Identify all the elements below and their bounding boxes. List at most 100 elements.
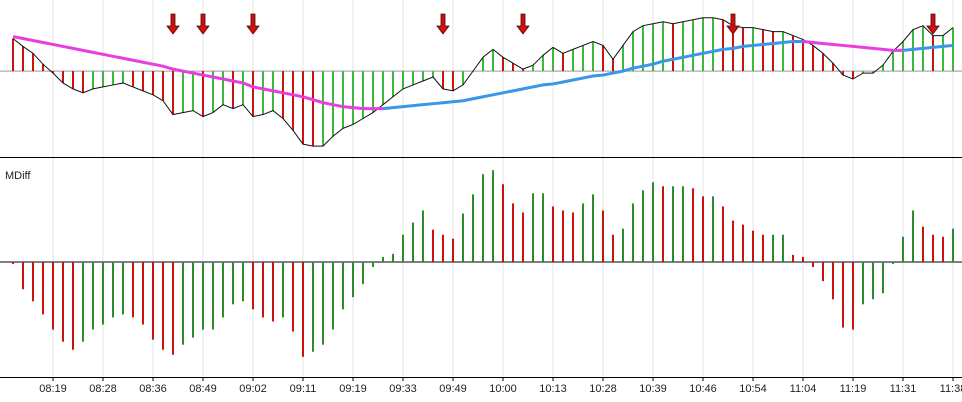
bar [662,21,664,72]
x-tick-label: 11:04 [790,383,817,395]
bar [42,64,44,72]
bar [322,261,324,345]
bar [242,261,244,302]
bar [392,71,394,97]
signal-arrow [926,13,940,35]
bar [172,71,174,115]
bar [12,38,14,72]
bar [172,261,174,355]
moving-average-line [902,43,954,52]
x-tick-label: 11:19 [840,383,867,395]
bar [752,230,754,262]
bar [482,57,484,72]
bar [112,261,114,318]
bar [462,71,464,85]
bar [832,261,834,300]
bar [752,27,754,72]
bar [902,41,904,72]
bar [582,45,584,72]
x-tick-label: 08:19 [39,383,67,395]
moving-average-line [12,35,383,111]
bar [132,71,134,87]
bar [852,71,854,80]
x-tick-label: 10:46 [689,383,717,395]
bar [882,261,884,294]
bar [562,53,564,72]
moving-average-line [382,39,803,111]
bar [12,261,14,264]
bar [572,49,574,72]
bar [672,186,674,262]
bar [122,71,124,83]
bar [892,261,894,264]
bar [22,46,24,72]
bar [492,170,494,262]
bar [372,71,374,113]
bar [262,71,264,115]
bar [242,71,244,105]
bar [42,261,44,315]
x-tick-label: 10:13 [539,383,567,395]
bar [102,261,104,325]
bar [792,254,794,262]
bar [332,261,334,330]
bar [702,196,704,262]
bar [712,196,714,262]
bar [282,261,284,318]
bar [162,71,164,101]
bar [812,45,814,72]
bar [92,71,94,89]
bar [272,261,274,322]
bar [472,194,474,262]
bar [312,261,314,352]
bar [262,261,264,318]
bar [642,190,644,262]
bar [212,261,214,330]
bar [72,71,74,89]
bar [322,71,324,147]
bar [372,261,374,267]
bar [742,224,744,262]
bar [742,27,744,72]
bar [392,253,394,262]
bar [842,71,844,76]
bar [352,71,354,125]
x-tick-label: 09:49 [439,383,467,395]
bar [52,261,54,330]
x-tick-label: 09:11 [290,383,317,395]
bar [232,71,234,109]
bar [672,23,674,72]
bar [142,71,144,91]
signal-arrow [436,13,450,35]
bar [152,71,154,95]
panel-title: MDiff [5,170,31,182]
bar [522,212,524,262]
bar [652,182,654,262]
bar [952,27,954,72]
bar [902,236,904,262]
bar [692,188,694,262]
bar [872,261,874,300]
x-tick-label: 11:31 [890,383,917,395]
bar [862,261,864,305]
x-tick-label: 08:36 [139,383,167,395]
bar [822,261,824,282]
bar [612,234,614,262]
bar [802,39,804,72]
bar [302,71,304,145]
bar [682,21,684,72]
bar [352,261,354,298]
bar [952,228,954,262]
bar [422,210,424,262]
bar [212,71,214,113]
bar [622,228,624,262]
bar [362,261,364,285]
bar [202,261,204,330]
bar [442,71,444,89]
bar [452,71,454,91]
bar [602,45,604,72]
bar [772,31,774,72]
bar [222,71,224,105]
bar [462,213,464,262]
x-tick-label: 09:19 [339,383,367,395]
